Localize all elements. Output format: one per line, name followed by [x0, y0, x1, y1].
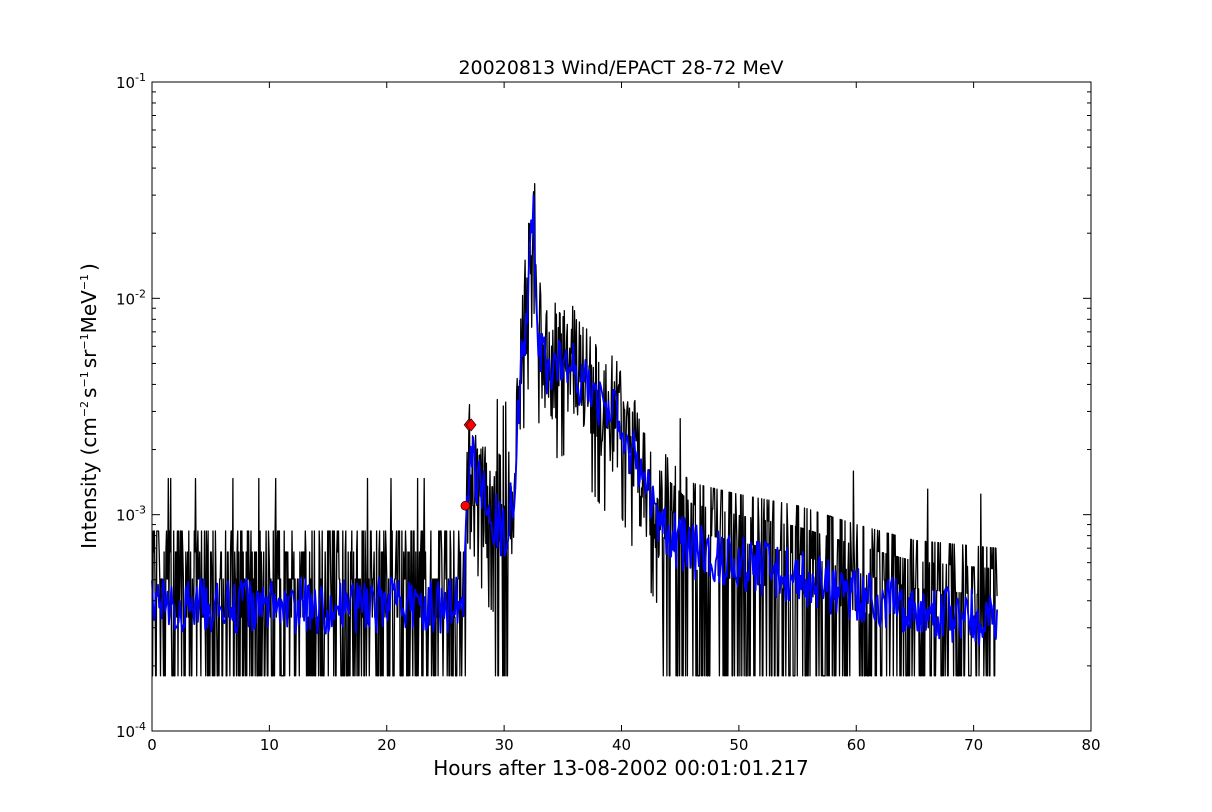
x-tick-label: 50	[729, 736, 748, 754]
x-tick-label: 80	[1081, 736, 1100, 754]
y-tick-label: 10-2	[116, 287, 146, 308]
y-tick-label: 10-3	[116, 504, 146, 525]
plot-data	[151, 183, 998, 677]
smoothed-intensity-line	[151, 194, 998, 646]
x-tick-label: 10	[260, 736, 279, 754]
x-tick-label: 70	[964, 736, 983, 754]
y-tick-label: 10-4	[116, 720, 146, 741]
x-tick-label: 0	[147, 736, 157, 754]
x-axis-ticks: 0 10 20 30 40 50 60 70 80	[147, 82, 1101, 754]
x-tick-label: 20	[377, 736, 396, 754]
peak-marker	[466, 418, 477, 432]
y-axis-label: Intensity (cm−2s−1sr−1MeV−1)	[77, 263, 101, 549]
x-axis-label: Hours after 13-08-2002 00:01:01.217	[433, 756, 809, 780]
raw-intensity-line	[151, 183, 998, 677]
x-tick-label: 30	[495, 736, 514, 754]
onset-marker	[460, 500, 471, 511]
x-tick-label: 60	[847, 736, 866, 754]
x-tick-label: 40	[612, 736, 631, 754]
y-tick-label: 10-1	[116, 71, 146, 92]
chart-title: 20020813 Wind/EPACT 28-72 MeV	[458, 57, 783, 79]
y-axis-ticks: 10-4 10-3 10-2 10-1	[116, 71, 1091, 741]
